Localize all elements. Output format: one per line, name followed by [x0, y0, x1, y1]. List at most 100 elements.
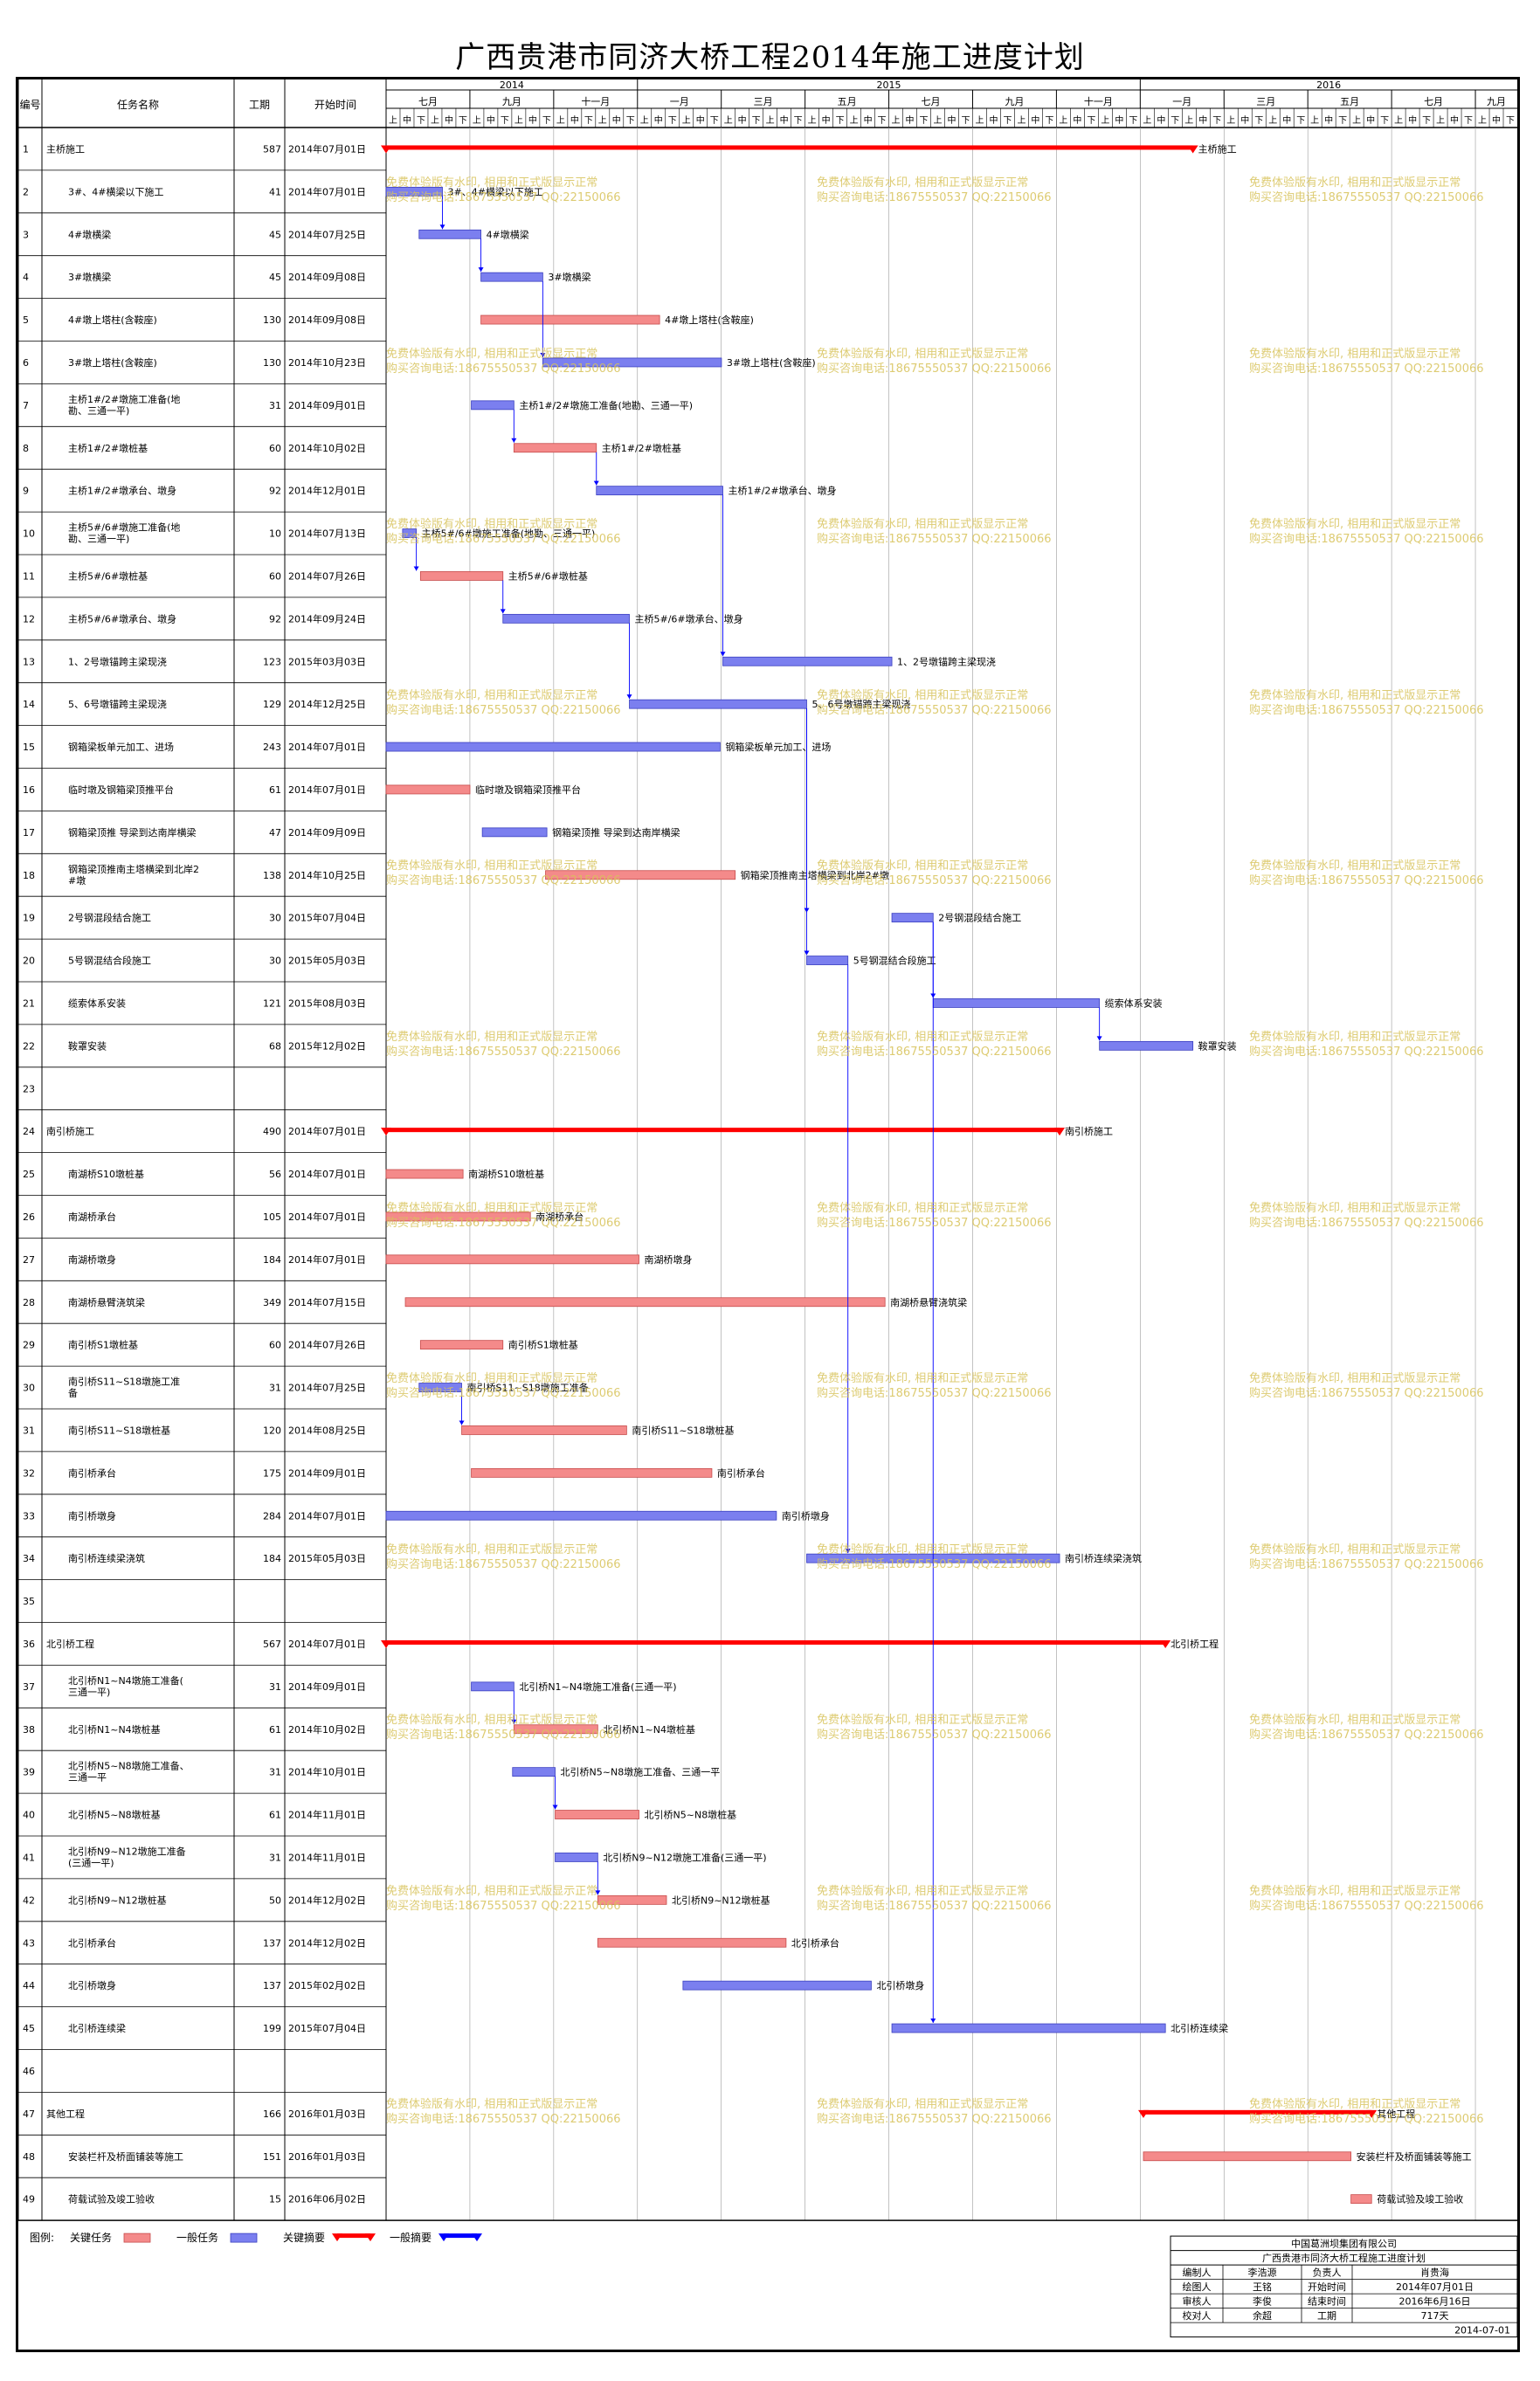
- bar-label-48: 安装栏杆及桥面铺装等施工: [1357, 2150, 1472, 2163]
- footer-val2-1: 2014年07月01日: [1396, 2281, 1474, 2293]
- task-duration-47: 166: [263, 2108, 281, 2120]
- month-label-2: 十一月: [581, 95, 610, 107]
- third-label-23-2: 下: [1380, 116, 1389, 126]
- task-start-37: 2014年09月01日: [288, 1681, 366, 1693]
- footer-date: 2014-07-01: [1454, 2325, 1510, 2336]
- watermark-line1: 免费体验版有水印, 相用和正式版显示正常: [1249, 688, 1461, 702]
- task-duration-26: 105: [263, 1211, 281, 1223]
- task-duration-6: 130: [263, 357, 281, 369]
- third-label-2-1: 中: [487, 114, 495, 126]
- dependency-arrow-11: [845, 1549, 851, 1554]
- task-name-2: 3#、4#横梁以下施工: [68, 185, 163, 197]
- third-label-19-0: 上: [1184, 115, 1193, 126]
- bar-label-38: 北引桥N1~N4墩桩基: [603, 1723, 695, 1736]
- task-bar-8: [513, 443, 597, 453]
- watermark-line1: 免费体验版有水印, 相用和正式版显示正常: [817, 1030, 1029, 1044]
- row-no-12: 12: [23, 613, 35, 625]
- row-no-17: 17: [23, 827, 35, 839]
- dependency-arrow-0: [439, 224, 445, 230]
- month-label-6: 七月: [922, 96, 941, 107]
- task-start-36: 2014年07月01日: [288, 1638, 366, 1650]
- task-name-19: 2号钢混段结合施工: [68, 912, 151, 924]
- watermark-line2: 购买咨询电话:18675550537 QQ:22150066: [386, 1387, 621, 1401]
- third-label-20-2: 下: [1254, 116, 1263, 126]
- bar-label-33: 南引桥墩身: [782, 1509, 830, 1522]
- watermark-10: 免费体验版有水印, 相用和正式版显示正常 购买咨询电话:18675550537 Q…: [817, 688, 1052, 718]
- watermark-line1: 免费体验版有水印, 相用和正式版显示正常: [1249, 1714, 1461, 1728]
- row-no-7: 7: [23, 400, 29, 411]
- legend-swatch-start-2: [332, 2233, 342, 2242]
- row-no-26: 26: [23, 1211, 35, 1223]
- watermark-15: 免费体验版有水印, 相用和正式版显示正常 购买咨询电话:18675550537 Q…: [386, 1030, 621, 1059]
- task-bar-29: [419, 1340, 504, 1350]
- bar-label-39: 北引桥N5~N8墩施工准备、三通一平: [561, 1766, 721, 1778]
- task-start-5: 2014年09月08日: [288, 314, 366, 326]
- watermark-14: 免费体验版有水印, 相用和正式版显示正常 购买咨询电话:18675550537 Q…: [1249, 859, 1484, 888]
- task-start-44: 2015年02月02日: [288, 1979, 366, 1991]
- watermark-12: 免费体验版有水印, 相用和正式版显示正常 购买咨询电话:18675550537 Q…: [386, 859, 621, 888]
- task-start-6: 2014年10月23日: [288, 356, 366, 369]
- watermark-9: 免费体验版有水印, 相用和正式版显示正常 购买咨询电话:18675550537 Q…: [386, 688, 621, 718]
- third-label-0-0: 上: [389, 115, 397, 126]
- watermark-23: 免费体验版有水印, 相用和正式版显示正常 购买咨询电话:18675550537 Q…: [1249, 1371, 1484, 1401]
- watermark-26: 免费体验版有水印, 相用和正式版显示正常 购买咨询电话:18675550537 Q…: [1249, 1542, 1484, 1572]
- task-duration-48: 151: [263, 2151, 281, 2163]
- task-duration-5: 130: [263, 314, 281, 326]
- month-label-10: 三月: [1256, 96, 1275, 107]
- legend-swatch-3: [444, 2233, 477, 2239]
- footer-key2-3: 工期: [1317, 2310, 1336, 2322]
- task-duration-28: 349: [263, 1297, 281, 1308]
- task-name-12: 主桥5#/6#墩承台、墩身: [68, 612, 176, 625]
- bar-label-19: 2号钢混段结合施工: [938, 912, 1021, 924]
- watermark-line2: 购买咨询电话:18675550537 QQ:22150066: [817, 362, 1052, 376]
- task-start-18: 2014年10月25日: [288, 869, 366, 881]
- bar-label-11: 主桥5#/6#墩桩基: [508, 569, 588, 582]
- watermark-line1: 免费体验版有水印, 相用和正式版显示正常: [386, 347, 598, 361]
- third-label-3-2: 下: [542, 116, 551, 126]
- watermark-17: 免费体验版有水印, 相用和正式版显示正常 购买咨询电话:18675550537 Q…: [1249, 1030, 1484, 1059]
- task-duration-43: 137: [263, 1937, 281, 1949]
- watermark-line2: 购买咨询电话:18675550537 QQ:22150066: [1249, 190, 1484, 204]
- watermark-line2: 购买咨询电话:18675550537 QQ:22150066: [1249, 1899, 1484, 1913]
- row-no-29: 29: [23, 1340, 35, 1351]
- third-label-5-1: 中: [612, 114, 621, 126]
- task-bar-41: [555, 1853, 598, 1862]
- watermark-line1: 免费体验版有水印, 相用和正式版显示正常: [1249, 176, 1461, 190]
- third-label-3-1: 中: [528, 114, 537, 126]
- task-bar-9: [596, 486, 723, 496]
- row-no-21: 21: [23, 997, 35, 1009]
- task-name-49: 荷载试验及竣工验收: [68, 2193, 155, 2205]
- third-label-11-2: 下: [878, 116, 887, 126]
- watermark-line2: 购买咨询电话:18675550537 QQ:22150066: [817, 1557, 1052, 1571]
- task-name-33: 南引桥墩身: [68, 1509, 116, 1522]
- watermark-line2: 购买咨询电话:18675550537 QQ:22150066: [1249, 2113, 1484, 2127]
- task-bar-7: [471, 400, 514, 411]
- task-bar-30: [418, 1383, 462, 1392]
- third-label-4-2: 下: [584, 116, 593, 126]
- third-label-8-0: 上: [724, 115, 733, 126]
- watermark-line2: 购买咨询电话:18675550537 QQ:22150066: [1249, 1557, 1484, 1571]
- task-start-48: 2016年01月03日: [288, 2150, 366, 2163]
- task-name-41-line2: (三通一平): [68, 1857, 114, 1868]
- task-duration-2: 41: [269, 186, 281, 197]
- watermark-line1: 免费体验版有水印, 相用和正式版显示正常: [817, 1201, 1029, 1215]
- bar-label-12: 主桥5#/6#墩承台、墩身: [635, 612, 743, 625]
- watermark-3: 免费体验版有水印, 相用和正式版显示正常 购买咨询电话:18675550537 Q…: [386, 347, 621, 376]
- watermark-line2: 购买咨询电话:18675550537 QQ:22150066: [386, 533, 621, 547]
- task-name-9: 主桥1#/2#墩承台、墩身: [68, 485, 176, 497]
- task-start-11: 2014年07月26日: [288, 569, 366, 582]
- third-label-25-0: 上: [1436, 115, 1445, 126]
- summary-end-mark-47: [1366, 2109, 1378, 2118]
- task-bar-14: [629, 699, 807, 709]
- row-no-4: 4: [23, 272, 29, 283]
- third-label-26-2: 下: [1506, 116, 1515, 126]
- row-no-31: 31: [23, 1425, 35, 1436]
- dependency-arrow-4: [593, 480, 599, 486]
- third-label-13-2: 下: [961, 116, 970, 126]
- task-start-7: 2014年09月01日: [288, 399, 366, 411]
- row-no-42: 42: [23, 1894, 35, 1906]
- task-duration-27: 184: [263, 1254, 281, 1266]
- third-label-1-2: 下: [459, 116, 467, 126]
- task-duration-18: 138: [263, 870, 281, 881]
- watermark-13: 免费体验版有水印, 相用和正式版显示正常 购买咨询电话:18675550537 Q…: [817, 859, 1052, 888]
